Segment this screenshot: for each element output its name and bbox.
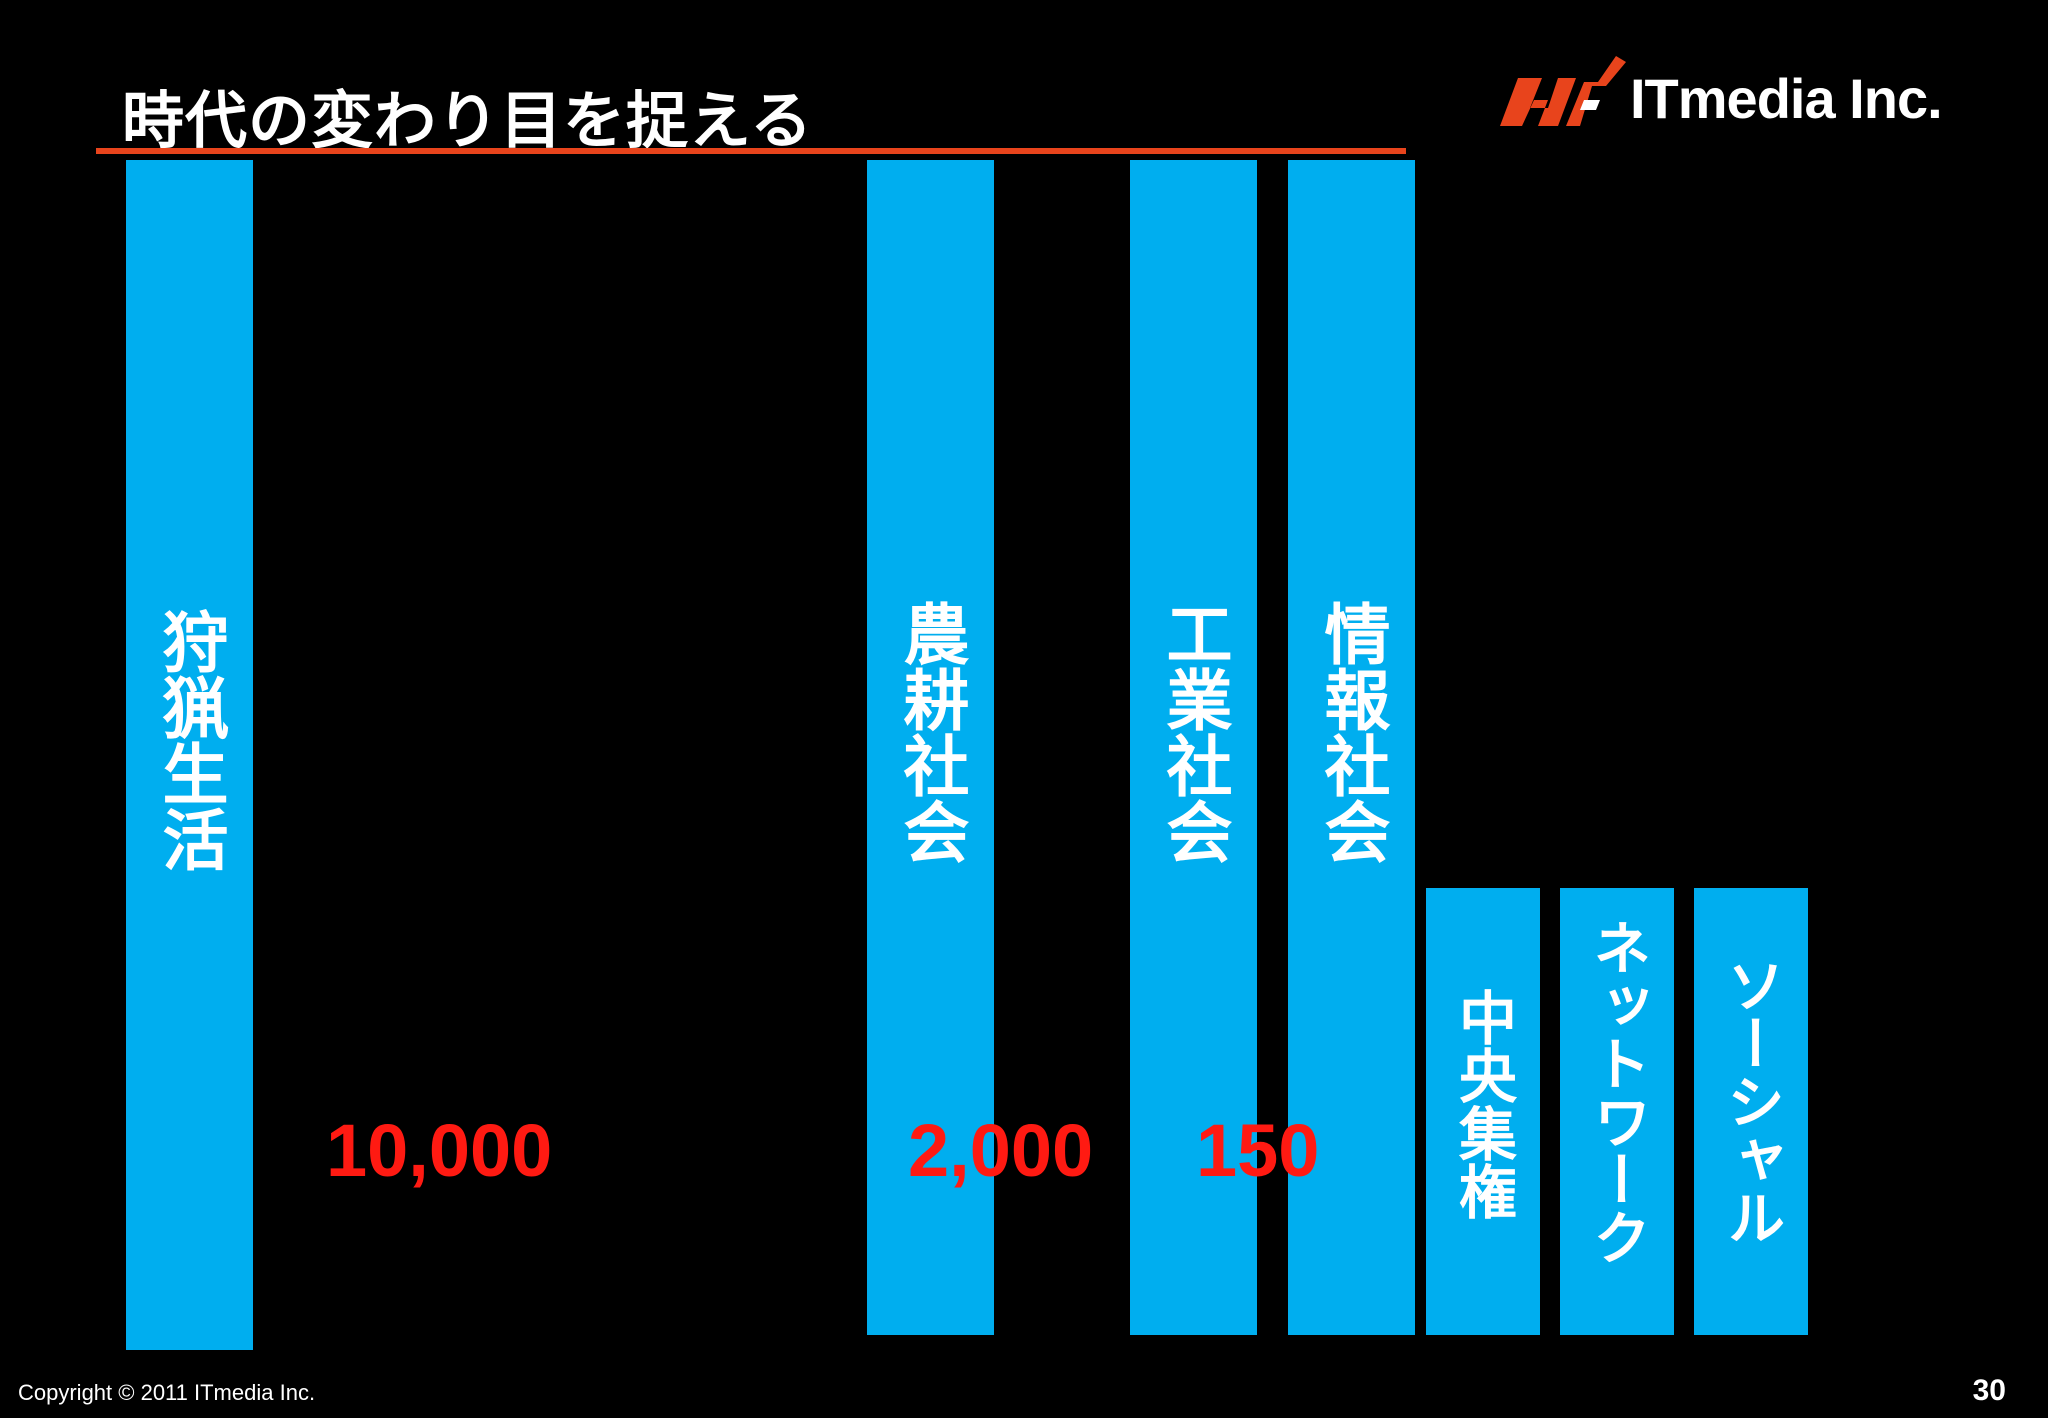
bar-label-information: 情報社会 [1313,600,1391,864]
bar-label-centralized: 中央集権 [1449,988,1517,1220]
bar-industry: 工業社会 [1130,160,1257,1335]
years-hunting: 10,000 [326,1109,553,1192]
footer-copyright: Copyright © 2011 ITmedia Inc. [18,1380,316,1405]
years-agriculture: 2,000 [908,1109,1094,1192]
bar-label-network: ネットワーク [1583,918,1651,1266]
bar-label-hunting: 狩猟生活 [151,608,229,872]
title-underline [96,148,1406,154]
slide-title: 時代の変わり目を捉える [122,84,814,157]
bar-hunting: 狩猟生活 [126,160,253,1350]
years-industry: 150 [1196,1109,1320,1192]
itmedia-logo-icon [1500,56,1626,126]
bar-social: ソーシャル [1694,888,1808,1335]
bar-label-agriculture: 農耕社会 [892,600,970,864]
bar-label-social: ソーシャル [1717,956,1785,1246]
bar-centralized: 中央集権 [1426,888,1540,1335]
page-number: 30 [1972,1374,2006,1407]
bar-network: ネットワーク [1560,888,1674,1335]
bar-agriculture: 農耕社会 [867,160,994,1335]
bar-label-industry: 工業社会 [1155,600,1233,864]
logo-text: ITmedia Inc. [1630,67,1943,130]
bar-information: 情報社会 [1288,160,1415,1335]
company-logo: ITmedia Inc. [1488,56,1948,136]
